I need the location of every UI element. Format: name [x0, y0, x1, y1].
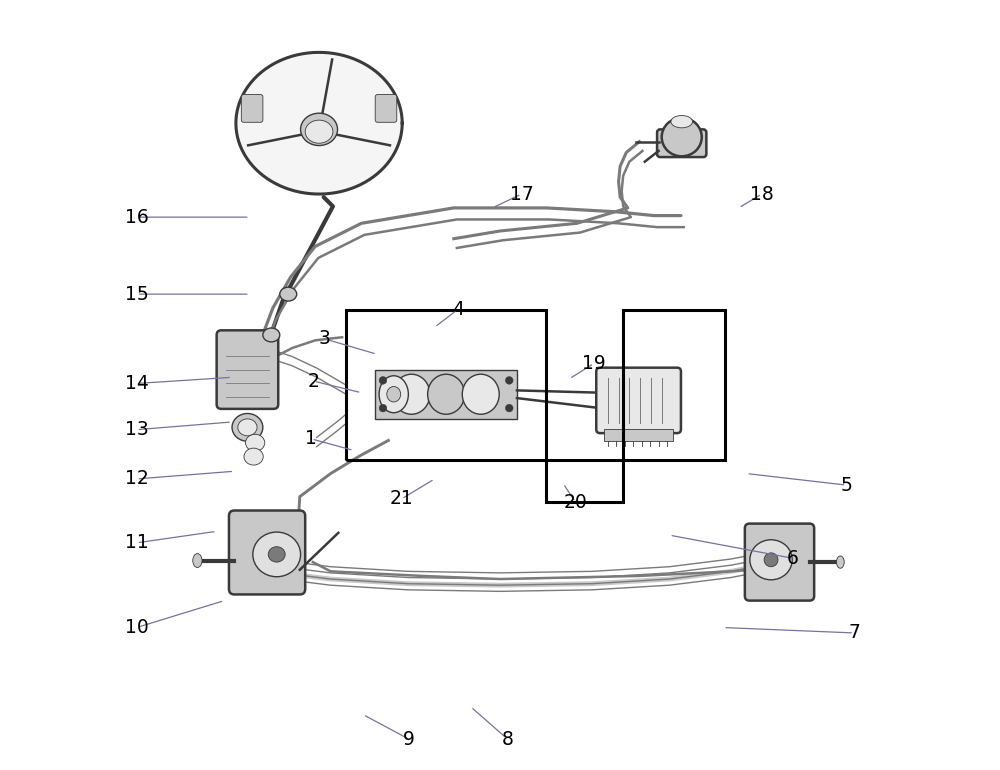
Ellipse shape	[305, 120, 333, 143]
Text: 1: 1	[305, 430, 317, 448]
Text: 11: 11	[125, 534, 148, 552]
Text: 9: 9	[403, 730, 415, 748]
Text: 15: 15	[125, 285, 148, 303]
Ellipse shape	[764, 553, 778, 567]
Text: 16: 16	[125, 208, 148, 226]
Text: 20: 20	[564, 493, 587, 511]
FancyBboxPatch shape	[745, 524, 814, 601]
Ellipse shape	[662, 118, 702, 156]
Ellipse shape	[379, 377, 387, 384]
Text: 8: 8	[502, 730, 514, 748]
Bar	[375, 370, 517, 419]
FancyBboxPatch shape	[657, 129, 706, 157]
Text: 12: 12	[125, 470, 148, 488]
Ellipse shape	[836, 556, 844, 568]
Text: 10: 10	[125, 618, 148, 637]
Text: 4: 4	[452, 300, 464, 319]
Text: 6: 6	[787, 549, 799, 567]
Ellipse shape	[193, 554, 202, 567]
Ellipse shape	[253, 532, 301, 577]
FancyBboxPatch shape	[217, 330, 278, 409]
Text: 18: 18	[750, 185, 774, 203]
Text: 2: 2	[308, 372, 320, 390]
Ellipse shape	[750, 540, 792, 580]
Text: 17: 17	[510, 185, 533, 203]
Ellipse shape	[671, 116, 692, 128]
FancyBboxPatch shape	[229, 511, 305, 594]
Bar	[604, 430, 673, 440]
Ellipse shape	[428, 374, 465, 414]
Ellipse shape	[505, 377, 513, 384]
Ellipse shape	[462, 374, 499, 414]
Text: 19: 19	[582, 354, 606, 373]
FancyBboxPatch shape	[241, 95, 263, 122]
FancyBboxPatch shape	[375, 95, 397, 122]
Text: 3: 3	[319, 330, 330, 348]
Ellipse shape	[232, 413, 263, 441]
Ellipse shape	[387, 387, 401, 402]
Ellipse shape	[244, 448, 263, 465]
Text: 7: 7	[848, 624, 860, 642]
Ellipse shape	[379, 404, 387, 412]
Ellipse shape	[393, 374, 430, 414]
Ellipse shape	[379, 376, 408, 413]
Ellipse shape	[263, 328, 280, 342]
Ellipse shape	[268, 547, 285, 562]
Ellipse shape	[280, 287, 297, 301]
FancyBboxPatch shape	[596, 368, 681, 433]
Ellipse shape	[301, 113, 338, 146]
Text: 21: 21	[390, 490, 413, 508]
Text: 13: 13	[125, 420, 148, 439]
Text: 14: 14	[125, 374, 148, 393]
Text: 5: 5	[841, 476, 852, 494]
Ellipse shape	[238, 419, 257, 436]
Ellipse shape	[505, 404, 513, 412]
Ellipse shape	[246, 434, 265, 451]
Polygon shape	[236, 52, 402, 194]
